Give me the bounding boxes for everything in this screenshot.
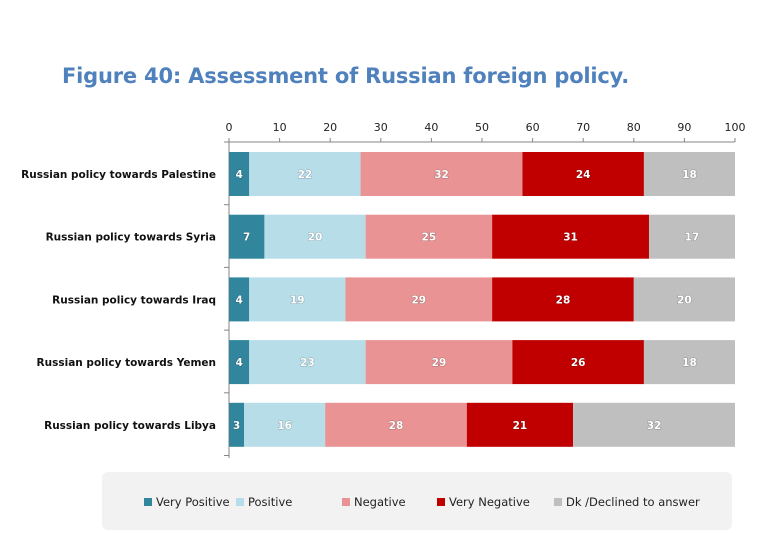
data-label: 22 (298, 169, 313, 181)
bar-segment-negative (365, 214, 493, 259)
data-label: 19 (290, 294, 305, 306)
legend-item: Negative (342, 495, 406, 509)
x-tick-label: 80 (627, 121, 641, 134)
x-tick-label: 10 (273, 121, 287, 134)
chart-title: Figure 40: Assessment of Russian foreign… (62, 64, 630, 88)
data-label: 7 (243, 232, 250, 244)
category-label: Russian policy towards Yemen (37, 357, 216, 369)
bar-segment-positive (244, 402, 326, 447)
data-label: 24 (576, 169, 591, 181)
data-label: 29 (411, 294, 426, 306)
chart-plot: 0 10 20 30 40 50 60 70 80 90 100 4 22 32 24 18 7 20 25 31 1… (21, 121, 746, 458)
bar-segment-very-negative (522, 152, 644, 196)
bar-segment-positive (249, 152, 361, 196)
legend-item: Very Negative (437, 495, 530, 509)
bar-segment-very-negative (492, 214, 649, 259)
data-label: 28 (389, 420, 404, 432)
data-label: 28 (556, 294, 571, 306)
data-label: 4 (235, 169, 242, 181)
x-tick-label: 60 (526, 121, 540, 134)
bar-segment-very-positive (229, 402, 245, 447)
data-label: 16 (277, 420, 292, 432)
legend-swatch (342, 498, 350, 506)
data-label: 25 (422, 232, 437, 244)
data-label: 3 (233, 420, 240, 432)
bar-segment-dk-declined-to-answer (643, 152, 735, 196)
bar-segment-very-positive (229, 277, 250, 322)
bar-segment-negative (325, 402, 467, 447)
legend-item: Dk /Declined to answer (554, 495, 700, 509)
x-tick-label: 90 (677, 121, 691, 134)
data-labels: 4 22 32 24 18 7 20 25 31 17 4 19 29 28 20 4 23 29 26 18 3 16 2… (232, 169, 700, 433)
bar-segment-negative (365, 340, 513, 385)
legend-label: Dk /Declined to answer (566, 495, 700, 509)
legend: Very Positive Positive Negative Very Negati… (102, 472, 732, 530)
x-tick-label: 0 (226, 121, 233, 134)
category-label: Russian policy towards Iraq (52, 294, 216, 306)
bar-segment-very-positive (229, 152, 250, 196)
legend-swatch (554, 498, 562, 506)
category-label: Russian policy towards Libya (44, 420, 216, 432)
data-label: 20 (308, 232, 323, 244)
bar-segment-very-negative (492, 277, 634, 322)
legend-label: Positive (248, 495, 293, 509)
data-label: 31 (563, 232, 578, 244)
bar-segment-negative (360, 152, 523, 196)
x-axis: 0 10 20 30 40 50 60 70 80 90 100 (226, 121, 746, 143)
data-label: 17 (685, 232, 700, 244)
x-tick-label: 50 (475, 121, 489, 134)
category-labels: Russian policy towards Palestine Russian … (21, 169, 216, 432)
data-label: 32 (647, 420, 662, 432)
bar-segment-positive (249, 340, 366, 385)
legend-item: Positive (236, 495, 292, 509)
legend-label: Very Negative (449, 495, 530, 509)
data-label: 20 (677, 294, 692, 306)
data-label: 26 (571, 357, 586, 369)
legend-swatch (144, 498, 152, 506)
bar-segment-dk-declined-to-answer (633, 277, 735, 322)
legend-label: Negative (354, 495, 406, 509)
bar-segment-positive (264, 214, 366, 259)
bar-segment-very-positive (229, 214, 265, 259)
bar-segments (229, 152, 735, 447)
x-tick-label: 70 (576, 121, 590, 134)
bar-segment-very-positive (229, 340, 250, 385)
bar-segment-positive (249, 277, 346, 322)
bar-segment-dk-declined-to-answer (573, 402, 735, 447)
data-label: 21 (513, 420, 528, 432)
data-label: 4 (235, 294, 242, 306)
category-label: Russian policy towards Palestine (21, 169, 216, 181)
category-label: Russian policy towards Syria (46, 232, 216, 244)
y-axis (224, 141, 230, 458)
data-label: 18 (682, 169, 697, 181)
bar-segment-dk-declined-to-answer (648, 214, 735, 259)
x-tick-label: 30 (374, 121, 388, 134)
legend-swatch (236, 498, 244, 506)
legend-swatch (437, 498, 445, 506)
x-tick-label: 100 (725, 121, 746, 134)
data-label: 23 (300, 357, 315, 369)
data-label: 32 (434, 169, 449, 181)
bar-segment-very-negative (512, 340, 644, 385)
x-tick-label: 40 (424, 121, 438, 134)
bar-segment-dk-declined-to-answer (643, 340, 735, 385)
bar-segment-negative (345, 277, 493, 322)
data-label: 18 (682, 357, 697, 369)
x-tick-label: 20 (323, 121, 337, 134)
legend-label: Very Positive (156, 495, 230, 509)
bar-segment-very-negative (466, 402, 574, 447)
legend-item: Very Positive (144, 495, 230, 509)
data-label: 29 (432, 357, 447, 369)
data-label: 4 (235, 357, 242, 369)
